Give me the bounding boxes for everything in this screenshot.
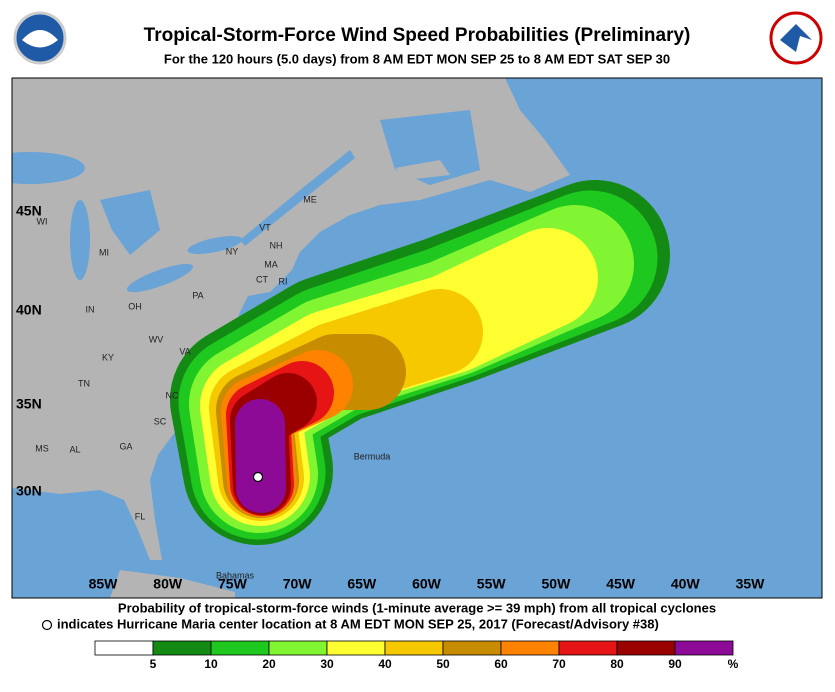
place-label: MS bbox=[35, 443, 49, 453]
place-label: Bahamas bbox=[216, 570, 255, 580]
place-label: AL bbox=[69, 444, 80, 454]
map-area: ME VT NH NY MA CT RI PA MI WI OH IN WV VA KY TN NC SC GA AL… bbox=[12, 78, 822, 598]
place-label: PA bbox=[192, 290, 203, 300]
legend-swatch bbox=[616, 640, 676, 656]
legend-swatch bbox=[268, 640, 328, 656]
place-label: VT bbox=[259, 222, 271, 232]
legend-tick-label: 60 bbox=[494, 657, 508, 671]
legend-swatch bbox=[558, 640, 618, 656]
place-label: VA bbox=[179, 346, 190, 356]
cuba bbox=[110, 570, 235, 598]
lon-label: 35W bbox=[736, 576, 766, 592]
legend-tick-label: 10 bbox=[204, 657, 218, 671]
footer-line1: Probability of tropical-storm-force wind… bbox=[118, 600, 716, 615]
lat-label: 35N bbox=[16, 396, 42, 412]
place-label: RI bbox=[279, 276, 288, 286]
place-label: Bermuda bbox=[354, 451, 391, 461]
lon-label: 65W bbox=[347, 576, 377, 592]
legend-swatch bbox=[152, 640, 212, 656]
lon-label: 55W bbox=[477, 576, 507, 592]
title: Tropical-Storm-Force Wind Speed Probabil… bbox=[144, 25, 691, 46]
lon-label: 40W bbox=[671, 576, 701, 592]
legend-tick-label: 5 bbox=[150, 657, 157, 671]
place-label: FL bbox=[135, 511, 146, 521]
legend-swatch bbox=[326, 640, 386, 656]
legend-tick-label: 80 bbox=[610, 657, 624, 671]
place-label: OH bbox=[128, 301, 142, 311]
map-frame bbox=[11, 77, 823, 599]
place-label: KY bbox=[102, 352, 114, 362]
legend-swatch bbox=[674, 640, 734, 656]
legend-swatch bbox=[384, 640, 444, 656]
legend-tick-label: 50 bbox=[436, 657, 450, 671]
lake-michigan bbox=[70, 200, 90, 280]
place-label: WV bbox=[149, 334, 164, 344]
legend-tick-label: 70 bbox=[552, 657, 566, 671]
place-label: SC bbox=[154, 416, 167, 426]
st-lawrence-river bbox=[240, 150, 355, 246]
lake-huron bbox=[100, 190, 160, 255]
place-label: CT bbox=[256, 274, 268, 284]
lon-label: 75W bbox=[218, 576, 248, 592]
place-label: MA bbox=[264, 259, 278, 269]
legend-tick-label: 20 bbox=[262, 657, 276, 671]
legend-swatch bbox=[500, 640, 560, 656]
lat-label: 45N bbox=[16, 203, 42, 219]
place-label: ME bbox=[303, 194, 317, 204]
legend-tick-label: 40 bbox=[378, 657, 392, 671]
place-label: GA bbox=[119, 441, 132, 451]
place-label: TN bbox=[78, 378, 90, 388]
lon-label: 50W bbox=[542, 576, 572, 592]
footer-line2: indicates Hurricane Maria center locatio… bbox=[57, 616, 659, 631]
lon-label: 80W bbox=[153, 576, 183, 592]
place-label: MI bbox=[99, 247, 109, 257]
place-label: NY bbox=[226, 246, 239, 256]
lon-label: 45W bbox=[606, 576, 636, 592]
place-label: IN bbox=[86, 304, 95, 314]
lake-erie bbox=[126, 263, 194, 293]
lake-superior bbox=[12, 152, 85, 184]
lake-ontario bbox=[187, 236, 243, 254]
probability-contours bbox=[170, 180, 670, 545]
legend-swatch bbox=[442, 640, 502, 656]
place-label: NH bbox=[270, 240, 283, 250]
noaa-logo-gull bbox=[22, 30, 58, 48]
legend-swatch bbox=[94, 640, 154, 656]
storm-center bbox=[252, 471, 264, 483]
island bbox=[395, 160, 450, 180]
legend: 5 10 20 30 40 50 60 70 80 90% bbox=[94, 640, 739, 671]
legend-swatch bbox=[210, 640, 270, 656]
place-label: WI bbox=[37, 216, 48, 226]
subtitle: For the 120 hours (5.0 days) from 8 AM E… bbox=[164, 51, 670, 66]
legend-tick-label: 30 bbox=[320, 657, 334, 671]
place-label: NC bbox=[166, 390, 179, 400]
lon-label: 60W bbox=[412, 576, 442, 592]
place-labels: ME VT NH NY MA CT RI PA MI WI OH IN WV VA KY TN NC SC GA AL… bbox=[35, 194, 390, 580]
legend-unit: % bbox=[728, 657, 739, 671]
legend-tick-label: 90 bbox=[668, 657, 682, 671]
lat-label: 40N bbox=[16, 302, 42, 318]
nws-logo-mark bbox=[780, 24, 812, 52]
lon-label: 85W bbox=[89, 576, 119, 592]
lat-label: 30N bbox=[16, 483, 42, 499]
footer-center-symbol bbox=[41, 619, 53, 631]
axis-labels: 45N 40N 35N 30N 85W 80W 75W 70W 65W 60W 55W 50W 45W 4… bbox=[16, 203, 765, 592]
lon-label: 70W bbox=[283, 576, 313, 592]
